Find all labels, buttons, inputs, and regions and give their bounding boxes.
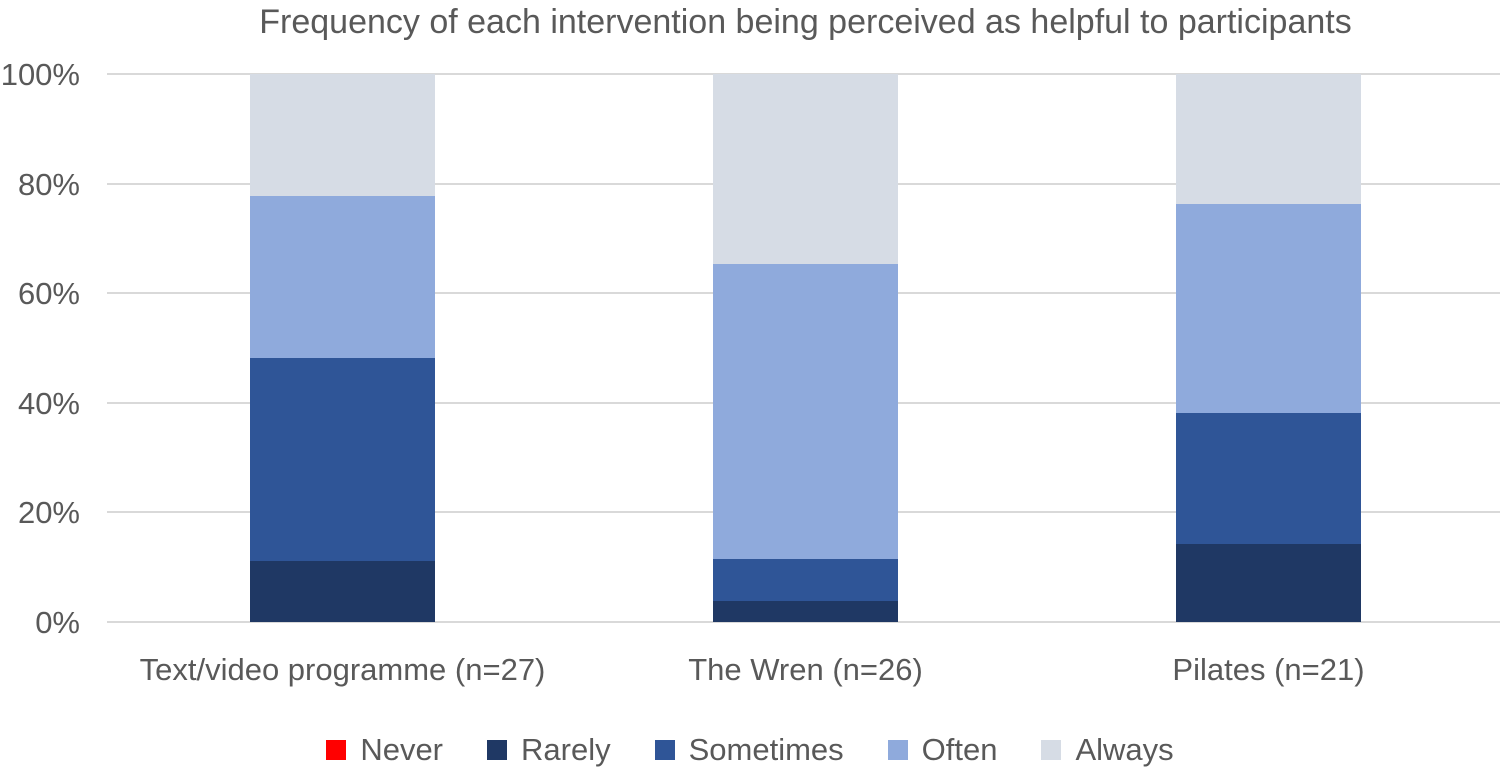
bar-segment-often: [1176, 204, 1361, 414]
bar: [250, 74, 435, 622]
legend-swatch-icon: [487, 740, 508, 760]
legend-item-never: Never: [326, 733, 443, 767]
x-axis-category-label: The Wren (n=26): [688, 652, 923, 687]
legend: Never Rarely Sometimes Often Always: [0, 733, 1500, 767]
bar-segment-rarely: [250, 561, 435, 622]
gridline: [107, 73, 1500, 75]
legend-label: Always: [1075, 732, 1174, 767]
y-axis-tick-label: 20%: [17, 495, 80, 531]
bar: [1176, 74, 1361, 622]
legend-item-sometimes: Sometimes: [654, 732, 844, 767]
legend-swatch-icon: [1041, 740, 1062, 760]
legend-item-often: Often: [887, 732, 998, 767]
legend-label: Often: [921, 732, 998, 767]
y-axis-tick-label: 80%: [17, 166, 80, 202]
y-axis-tick-label: 0%: [35, 605, 80, 640]
legend-item-always: Always: [1041, 732, 1174, 767]
legend-swatch-icon: [887, 740, 908, 760]
legend-label: Sometimes: [688, 732, 844, 767]
bar-segment-always: [713, 74, 898, 264]
bar-segment-sometimes: [250, 358, 435, 562]
bar-segment-sometimes: [1176, 413, 1361, 544]
bar-segment-often: [713, 263, 898, 559]
bar: [713, 74, 898, 622]
bar-segment-rarely: [713, 601, 898, 622]
gridline: [107, 621, 1500, 623]
plot-area: [107, 73, 1500, 623]
y-axis-tick-label: 40%: [17, 385, 80, 421]
legend-label: Never: [360, 732, 444, 767]
legend-label: Rarely: [521, 732, 611, 767]
bar-segment-always: [1176, 74, 1361, 205]
x-axis-category-label: Text/video programme (n=27): [139, 652, 546, 687]
bar-segment-always: [250, 74, 435, 196]
legend-swatch-icon: [654, 740, 675, 760]
legend-item-rarely: Rarely: [487, 733, 611, 767]
bar-segment-sometimes: [713, 558, 898, 602]
y-axis-tick-label: 60%: [17, 276, 80, 312]
chart-title: Frequency of each intervention being per…: [259, 3, 1352, 41]
y-axis-tick-label: 100%: [0, 57, 80, 92]
x-axis-category-label: Pilates (n=21): [1172, 652, 1365, 687]
legend-swatch-icon: [326, 740, 347, 760]
bar-segment-often: [250, 195, 435, 359]
bar-segment-rarely: [1176, 543, 1361, 622]
